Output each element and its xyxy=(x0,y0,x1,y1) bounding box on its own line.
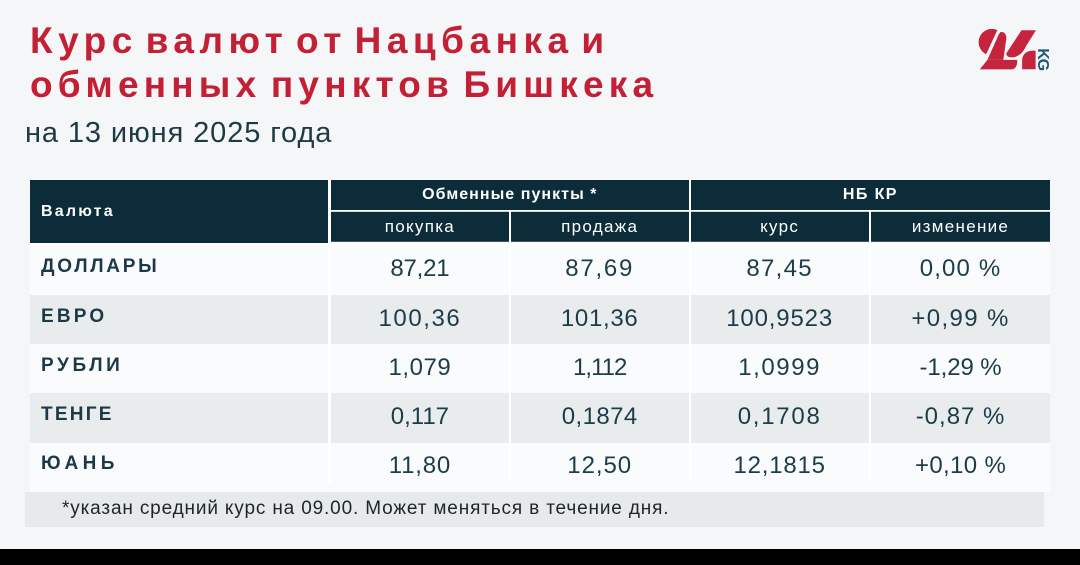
svg-text:KG: KG xyxy=(1034,48,1051,70)
